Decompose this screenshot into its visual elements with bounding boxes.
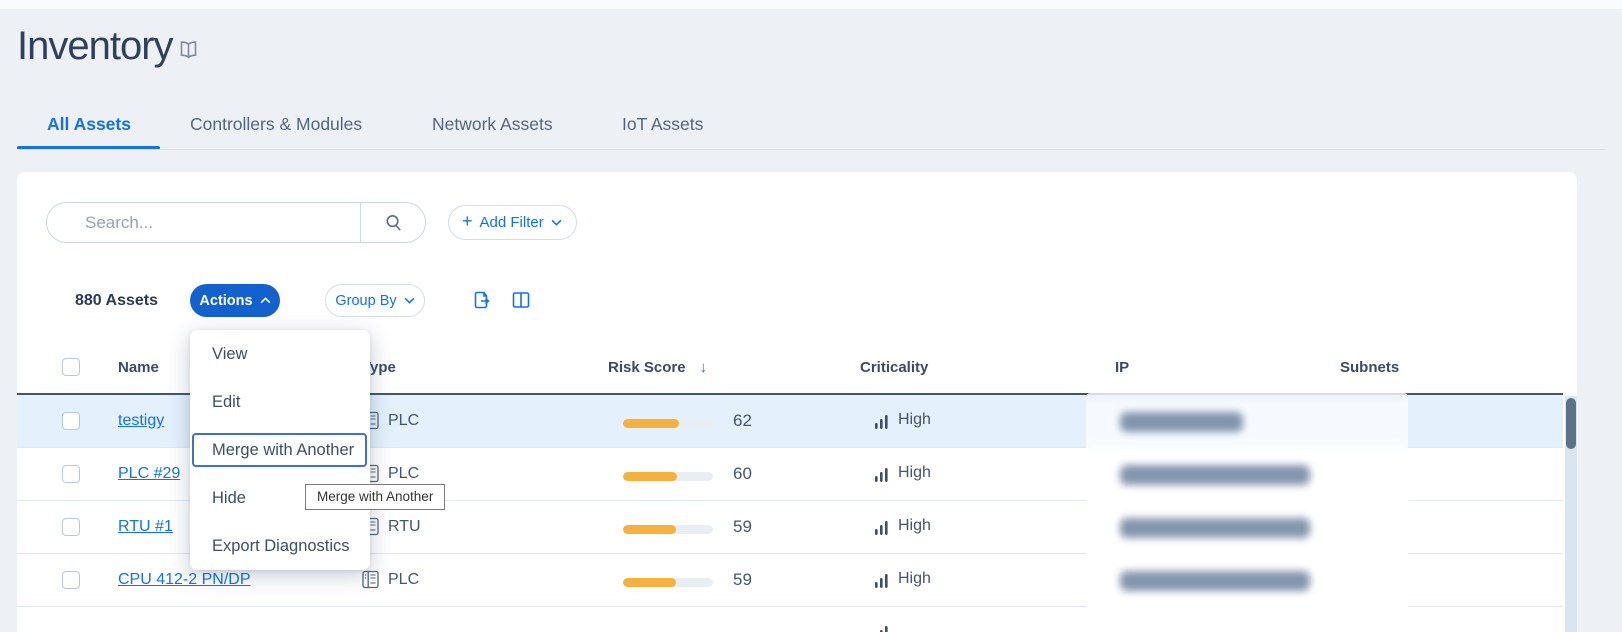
table-scrollbar-thumb[interactable] (1566, 398, 1576, 449)
redacted-ip-value (1120, 412, 1243, 432)
criticality-cell: High (875, 411, 931, 429)
risk-score-bar-fill (623, 472, 677, 481)
column-header-subnets[interactable]: Subnets (1340, 359, 1399, 376)
risk-score-bar-fill (623, 419, 679, 428)
column-header-ip[interactable]: IP (1115, 359, 1129, 376)
criticality-label: High (898, 464, 931, 482)
book-icon[interactable] (178, 39, 199, 60)
risk-score-bar-fill (623, 578, 676, 587)
risk-score-bar (623, 525, 713, 534)
criticality-label: High (898, 411, 931, 429)
redacted-ip-value (1120, 518, 1310, 538)
menu-item-edit[interactable]: Edit (190, 378, 370, 426)
risk-score-value: 59 (733, 517, 752, 537)
criticality-cell: High (875, 464, 931, 482)
risk-score-bar (623, 472, 713, 481)
redacted-ip-value (1120, 571, 1310, 591)
group-by-button[interactable]: Group By (325, 284, 425, 317)
tab-controllers-modules[interactable]: Controllers & Modules (190, 114, 362, 135)
risk-score-bar-fill (623, 525, 676, 534)
asset-name-link[interactable]: CPU 412-2 PN/DP (118, 571, 251, 589)
tooltip: Merge with Another (305, 484, 445, 510)
asset-type-label: PLC (388, 571, 419, 589)
criticality-bars-icon (875, 520, 889, 535)
plc-device-icon (362, 570, 379, 589)
asset-type-cell: PLC (362, 411, 419, 430)
asset-name-link[interactable]: RTU #1 (118, 518, 173, 536)
chevron-down-icon (551, 219, 562, 226)
criticality-bars-icon (875, 625, 889, 632)
row-checkbox[interactable] (62, 465, 80, 483)
row-checkbox[interactable] (62, 412, 80, 430)
asset-type-cell: PLC (362, 464, 419, 483)
menu-item-merge-with-another[interactable]: Merge with Another (190, 426, 370, 474)
window-top-strip (0, 0, 1622, 9)
redacted-ip-value (1120, 465, 1310, 485)
magnifier-icon (384, 213, 403, 232)
actions-button[interactable]: Actions (190, 284, 280, 317)
criticality-cell: High (875, 570, 931, 588)
table-scrollbar-track[interactable] (1565, 396, 1577, 632)
search-box (46, 202, 426, 243)
select-all-checkbox[interactable] (62, 358, 80, 376)
asset-name-link[interactable]: testigy (118, 412, 164, 430)
criticality-bars-icon (875, 467, 889, 482)
group-by-label: Group By (335, 293, 396, 309)
plus-icon: + (462, 211, 473, 232)
export-file-icon[interactable] (472, 290, 492, 310)
tabs-divider (17, 149, 1605, 150)
risk-score-value: 62 (733, 411, 752, 431)
risk-score-header-label: Risk Score (608, 359, 686, 376)
risk-score-value: 60 (733, 464, 752, 484)
risk-score-value: 59 (733, 570, 752, 590)
criticality-label: High (898, 570, 931, 588)
column-header-criticality[interactable]: Criticality (860, 359, 928, 376)
row-checkbox[interactable] (62, 571, 80, 589)
inventory-page: Inventory All Assets Controllers & Module… (0, 0, 1622, 632)
tab-bar: All Assets Controllers & Modules Network A… (0, 112, 1622, 150)
chevron-down-icon (404, 297, 415, 304)
search-button[interactable] (361, 203, 425, 242)
criticality-label: High (898, 517, 931, 535)
asset-type-cell: PLC (362, 570, 419, 589)
columns-icon[interactable] (511, 290, 531, 310)
search-input[interactable] (47, 203, 356, 242)
criticality-bars-icon (875, 573, 889, 588)
criticality-bars-icon (875, 414, 889, 429)
add-filter-button[interactable]: + Add Filter (448, 205, 577, 240)
menu-item-view[interactable]: View (190, 330, 370, 378)
risk-score-bar (623, 578, 713, 587)
asset-type-label: PLC (388, 465, 419, 483)
add-filter-label: Add Filter (480, 214, 544, 231)
risk-score-bar (623, 419, 713, 428)
actions-dropdown-menu: ViewEditMerge with AnotherHideExport Dia… (190, 330, 370, 570)
tab-network-assets[interactable]: Network Assets (432, 114, 553, 135)
chevron-up-icon (260, 297, 271, 304)
asset-type-label: RTU (388, 518, 421, 536)
ip-column-redaction-blur (1086, 393, 1408, 626)
tab-all-assets[interactable]: All Assets (47, 114, 131, 135)
criticality-cell: High (875, 517, 931, 535)
tab-iot-assets[interactable]: IoT Assets (622, 114, 703, 135)
menu-item-export-diagnostics[interactable]: Export Diagnostics (190, 522, 370, 570)
asset-count: 880 Assets (75, 292, 158, 310)
page-title: Inventory (17, 24, 173, 69)
column-header-risk-score[interactable]: Risk Score ↓ (608, 359, 707, 376)
row-checkbox[interactable] (62, 518, 80, 536)
actions-button-label: Actions (199, 293, 252, 309)
asset-type-cell: RTU (362, 517, 421, 536)
sort-arrow-down-icon[interactable]: ↓ (700, 359, 708, 376)
asset-type-label: PLC (388, 412, 419, 430)
asset-name-link[interactable]: PLC #29 (118, 465, 180, 483)
column-header-name[interactable]: Name (118, 359, 159, 376)
